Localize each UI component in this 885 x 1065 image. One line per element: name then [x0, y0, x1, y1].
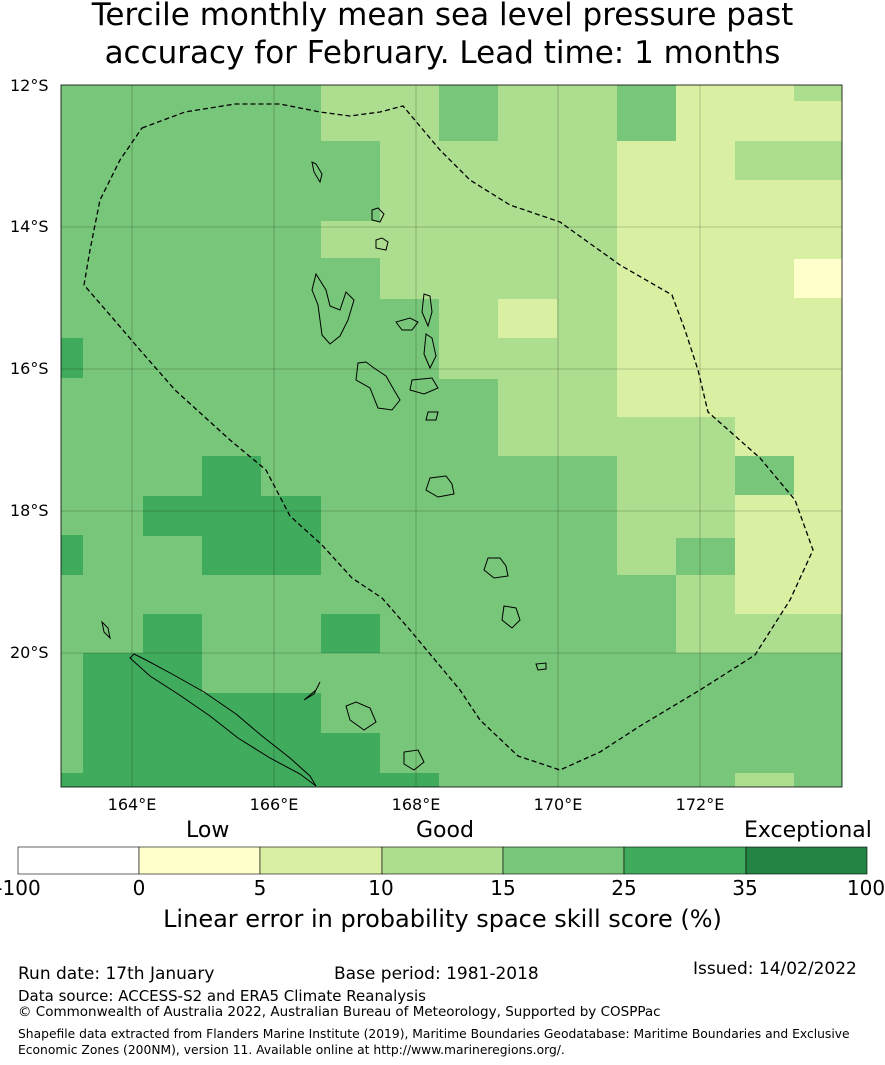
lat-label-14s: 14°S	[10, 217, 49, 236]
skill-cell	[735, 614, 842, 653]
run-date: Run date: 17th January	[18, 964, 215, 984]
colorbar-tick: 35	[732, 876, 758, 900]
colorbar-category-low: Low	[186, 818, 230, 843]
skill-cell	[498, 299, 557, 338]
colorbar-title: Linear error in probability space skill …	[163, 905, 722, 933]
skill-cell	[83, 653, 202, 787]
skill-cell	[61, 338, 83, 378]
lat-label-12s: 12°S	[10, 76, 49, 95]
copyright: © Commonwealth of Australia 2022, Austra…	[18, 1004, 661, 1020]
belep-islands	[101, 620, 111, 640]
skill-cell	[380, 773, 439, 787]
skill-cell	[202, 693, 321, 787]
skill-cell	[202, 536, 321, 575]
skill-cell	[439, 85, 498, 141]
mare-island	[403, 749, 425, 771]
gaua-island	[371, 207, 385, 223]
skill-cell	[735, 495, 842, 614]
colorbar-tick: 0	[132, 876, 146, 900]
skill-cell	[794, 101, 842, 141]
colorbar-tick: -100	[0, 876, 41, 900]
skill-cell	[321, 221, 380, 258]
skill-cell	[617, 538, 676, 575]
colorbar-boxes	[17, 846, 868, 875]
pentecost-island	[421, 293, 433, 328]
colorbar-box	[623, 846, 747, 875]
loyalty-islands	[345, 701, 377, 731]
lon-label-166e: 166°E	[249, 795, 299, 814]
torres-islands	[311, 161, 323, 184]
skill-cell	[794, 456, 842, 495]
shapefile-credit-line-2: Economic Zones (200NM), version 11. Avai…	[18, 1043, 565, 1057]
ambae-island	[395, 317, 419, 331]
lat-label-20s: 20°S	[10, 643, 49, 662]
colorbar-tick: 15	[490, 876, 516, 900]
skill-cell	[143, 496, 321, 536]
skill-cell	[143, 614, 202, 654]
skill-cell	[321, 733, 380, 787]
skill-cell	[676, 85, 794, 141]
colorbar-box	[17, 846, 140, 875]
skill-cell	[735, 141, 842, 180]
vanua-lava-island	[375, 237, 389, 251]
skill-cell	[794, 259, 842, 298]
graticule	[61, 85, 842, 787]
skill-cell	[321, 141, 380, 221]
skill-cell	[676, 575, 735, 653]
map-frame	[60, 84, 843, 788]
lon-label-164e: 164°E	[107, 795, 157, 814]
colorbar-category-good: Good	[416, 818, 474, 843]
epi-island	[425, 411, 439, 421]
colorbar-box	[138, 846, 261, 875]
skill-cell	[735, 773, 794, 787]
colorbar-box	[745, 846, 868, 875]
skill-cell	[61, 773, 83, 787]
skill-cell	[794, 298, 842, 417]
colorbar-tick: 10	[368, 876, 394, 900]
base-period: Base period: 1981-2018	[334, 964, 539, 984]
skill-cell	[735, 180, 842, 259]
lat-label-16s: 16°S	[10, 359, 49, 378]
lon-label-172e: 172°E	[675, 795, 725, 814]
skill-score-grid	[61, 85, 842, 787]
colorbar-box	[502, 846, 625, 875]
lon-label-168e: 168°E	[391, 795, 441, 814]
colorbar-box	[259, 846, 383, 875]
lat-label-18s: 18°S	[10, 501, 49, 520]
eez-boundary	[83, 103, 814, 771]
skill-cell	[321, 614, 380, 653]
colorbar-category-exceptional: Exceptional	[744, 818, 872, 843]
new-caledonia	[129, 653, 317, 787]
colorbar-tick: 100	[846, 876, 885, 900]
map-title-line-1: Tercile monthly mean sea level pressure …	[91, 0, 794, 33]
map-title-line-2: accuracy for February. Lead time: 1 mont…	[104, 35, 781, 71]
skill-cell	[617, 141, 735, 417]
skill-cell	[617, 417, 735, 538]
coastline	[101, 161, 547, 787]
espiritu-santo-island	[311, 272, 355, 345]
tanna-island	[501, 605, 521, 629]
lon-label-170e: 170°E	[533, 795, 583, 814]
aneityum-island	[535, 662, 547, 671]
ouvea-island	[303, 681, 321, 701]
skill-cell	[735, 259, 794, 417]
skill-cell	[794, 85, 842, 101]
skill-cell	[380, 258, 439, 299]
skill-cell	[498, 379, 617, 456]
shapefile-credit-line-1: Shapefile data extracted from Flanders M…	[18, 1027, 850, 1041]
colorbar-box	[381, 846, 504, 875]
efate-island	[425, 475, 455, 498]
data-source: Data source: ACCESS-S2 and ERA5 Climate …	[18, 987, 426, 1005]
skill-cell	[61, 535, 83, 575]
skill-cell	[735, 417, 842, 456]
ambrym-island	[409, 377, 439, 395]
colorbar-tick: 5	[253, 876, 267, 900]
erromango-island	[483, 557, 509, 579]
malekula-island	[355, 361, 401, 411]
colorbar-tick: 25	[611, 876, 637, 900]
issued-date: Issued: 14/02/2022	[693, 959, 857, 979]
skill-cell	[202, 456, 261, 496]
maewo-island	[423, 333, 437, 370]
